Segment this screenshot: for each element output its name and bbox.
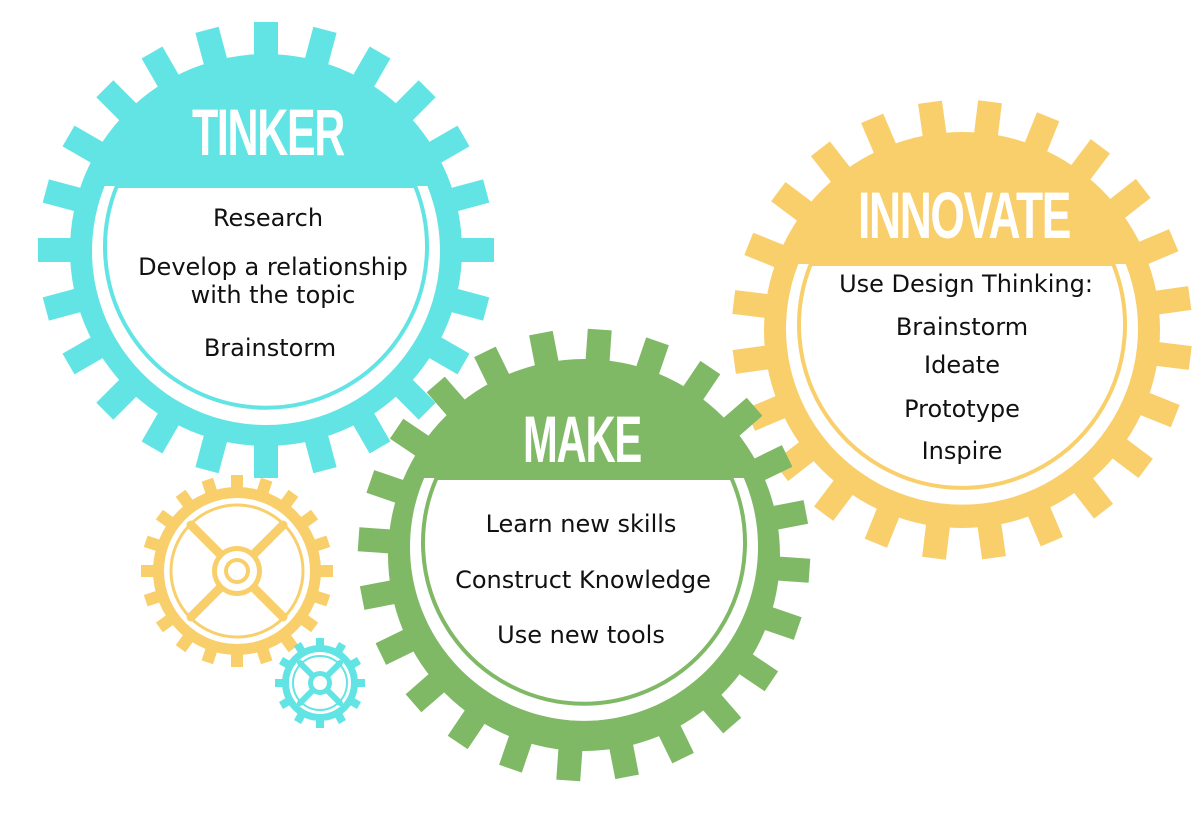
tinker-item-develop: Develop a relationship: [138, 253, 408, 281]
make-item-tools: Use new tools: [497, 621, 665, 649]
make-inner-ring: [421, 476, 747, 706]
innovate-gear: INNOVATE Use Design Thinking: Brainstorm…: [732, 100, 1192, 560]
make-gear: MAKE Learn new skills Construct Knowledg…: [357, 328, 811, 782]
tinker-inner-ring: [103, 184, 429, 410]
innovate-gear-face: [786, 264, 1138, 505]
make-item-skills: Learn new skills: [486, 510, 677, 538]
tinker-gear: TINKER Research Develop a relationship w…: [38, 22, 494, 478]
tinker-gear-face: [91, 186, 440, 426]
tinker-item-brainstorm: Brainstorm: [204, 334, 336, 362]
innovate-item-design-thinking: Use Design Thinking:: [839, 270, 1093, 298]
innovate-item-ideate: Ideate: [924, 351, 1000, 379]
innovate-item-brainstorm: Brainstorm: [896, 313, 1028, 341]
tinker-item-research: Research: [213, 204, 323, 232]
make-item-knowledge: Construct Knowledge: [455, 566, 711, 594]
innovate-title: INNOVATE: [858, 178, 1070, 252]
small-cyan-gear-icon: [275, 638, 365, 728]
small-yellow-gear-icon: [141, 475, 333, 667]
innovate-item-prototype: Prototype: [904, 395, 1020, 423]
make-gear-face: [410, 478, 758, 721]
make-title: MAKE: [523, 402, 641, 476]
innovate-item-inspire: Inspire: [922, 437, 1003, 465]
tinker-title: TINKER: [192, 95, 345, 169]
innovate-inner-ring: [797, 262, 1127, 490]
tinker-item-topic: with the topic: [191, 281, 356, 309]
